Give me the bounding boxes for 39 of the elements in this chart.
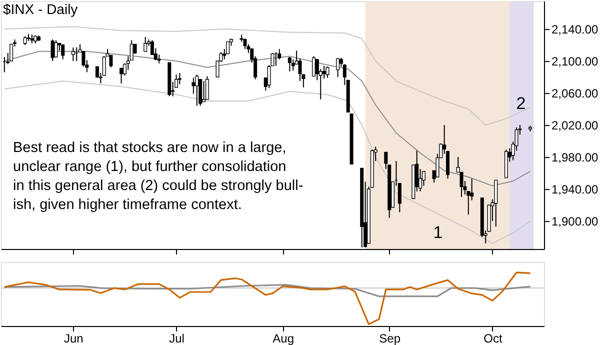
candlestick (178, 72, 182, 85)
line-series (4, 80, 531, 244)
y-tick-label: 1,980.00 (552, 150, 599, 164)
x-tick-label: Jul (169, 332, 184, 345)
line-series (4, 26, 531, 126)
x-tick-label: Oct (484, 332, 503, 345)
candlestick (54, 40, 58, 58)
y-tick-label: 2,140.00 (552, 22, 599, 36)
annotation: 1 (433, 223, 443, 242)
candlestick (494, 180, 498, 228)
candlestick (298, 58, 302, 82)
y-tick-label: 1,900.00 (552, 214, 599, 228)
x-tick-label: Aug (272, 332, 294, 345)
annotation: 2 (516, 94, 526, 113)
candlestick (71, 46, 75, 62)
candlestick (205, 76, 209, 100)
candlestick (144, 36, 148, 52)
candlestick (120, 68, 124, 84)
y-tick-label: 2,100.00 (552, 54, 599, 68)
x-tick-label: Sep (379, 332, 401, 345)
candlestick (288, 56, 292, 72)
chart-title: $INX - Daily (3, 1, 78, 17)
candlestick (10, 44, 14, 62)
candlestick (109, 54, 113, 68)
candlestick (61, 44, 65, 60)
y-tick-label: 1,940.00 (552, 182, 599, 196)
annotation: Best read is that stocks are now in a large, unclear range (1), but further consolidation in this general area (2) could be strongly bull- ish, given higher timeframe context. (13, 140, 304, 213)
candlestick (198, 78, 202, 106)
candlestick (243, 38, 247, 50)
y-tick-label: 2,020.00 (552, 118, 599, 132)
candlestick (202, 80, 206, 102)
candlestick (195, 74, 199, 106)
candlestick (326, 66, 330, 78)
y-tick-label: 2,060.00 (552, 86, 599, 100)
candlestick (192, 77, 196, 94)
x-tick-label: Jun (64, 332, 84, 345)
candlestick (312, 56, 316, 77)
candlestick (291, 58, 295, 72)
candlestick (336, 58, 340, 78)
